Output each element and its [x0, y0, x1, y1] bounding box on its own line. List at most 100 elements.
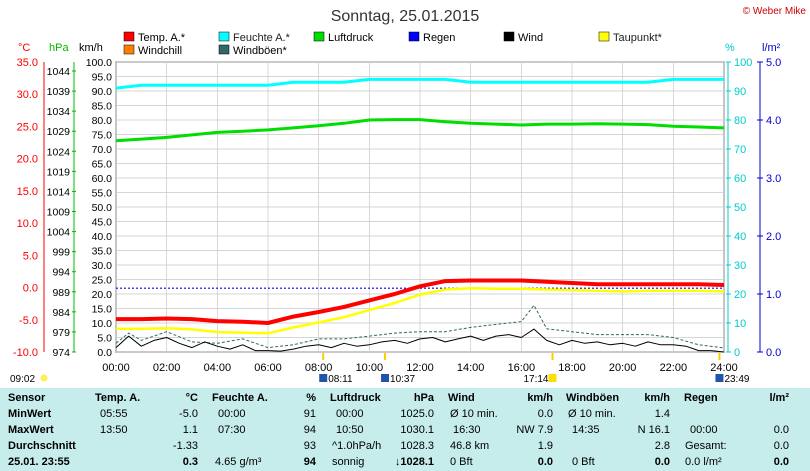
legend-swatch	[598, 31, 610, 42]
kmh-tick: 15.0	[92, 304, 113, 316]
kmh-tick: 60.0	[92, 173, 113, 185]
series-wind	[115, 328, 725, 353]
row-avg-wind: 1.9	[537, 440, 553, 452]
hpa-tick: 1024	[47, 146, 71, 158]
legend-label: Temp. A.*	[138, 32, 186, 44]
legend-label: Taupunkt*	[613, 32, 663, 44]
row-current-forecast: sonnig	[332, 456, 365, 468]
row-min-temp-time: 05:55	[100, 408, 128, 420]
kmh-tick: 35.0	[92, 246, 113, 258]
row-current-gust: 0.0	[654, 456, 670, 468]
row-min-press-time: 00:00	[336, 408, 364, 420]
legend-label: Regen	[423, 32, 455, 44]
hpa-tick: 994	[52, 267, 70, 279]
hdr-press: Luftdruck	[330, 392, 381, 404]
kmh-tick: 25.0	[92, 275, 113, 287]
legend-swatch	[218, 31, 230, 42]
row-min-hum: 91	[303, 408, 316, 420]
row-avg-rain: 0.0	[773, 440, 789, 452]
chart-title: Sonntag, 25.01.2015	[331, 8, 480, 25]
hpa-tick: 1019	[47, 166, 71, 178]
temp-tick: 20.0	[17, 154, 38, 166]
pct-tick: 0	[734, 347, 740, 359]
x-tick: 24:00	[710, 362, 738, 374]
marker-label: 09:02	[10, 374, 35, 385]
x-tick: 08:00	[305, 362, 333, 374]
pct-tick: 20	[734, 289, 746, 301]
row-current-press: ↓1028.1	[394, 456, 434, 468]
pct-tick: 90	[734, 86, 746, 98]
row-avg-wind-distance: 46.8 km	[450, 440, 490, 452]
legend-swatch	[218, 44, 230, 55]
row-current-label: 25.01. 23:55	[8, 456, 70, 468]
hpa-unit: hPa	[49, 42, 69, 54]
legend-label: Feuchte A.*	[233, 32, 291, 44]
row-max-gust-time: 14:35	[572, 424, 600, 436]
legend-label: Luftdruck	[328, 32, 374, 44]
hdr-humid: Feuchte A.	[212, 392, 268, 404]
pct-tick: 10	[734, 318, 746, 330]
legend-label: Windböen*	[233, 45, 288, 57]
hdr-rain: Regen	[684, 392, 718, 404]
temp-tick: 35.0	[17, 57, 38, 69]
kmh-tick: 90.0	[92, 86, 113, 98]
row-avg-hum: 93	[303, 440, 316, 452]
row-max-temp-time: 13:50	[100, 424, 128, 436]
row-max-hum: 94	[303, 424, 316, 436]
rain-tick: 1.0	[766, 289, 781, 301]
credit: © Weber Mike	[743, 6, 807, 17]
temp-tick: 10.0	[17, 218, 38, 230]
row-min-gust-label: Ø 10 min.	[568, 408, 616, 420]
row-max-wind-time: 16:30	[453, 424, 481, 436]
hpa-tick: 974	[52, 347, 70, 359]
temp-tick: 25.0	[17, 121, 38, 133]
marker-label: 17:14	[523, 374, 548, 385]
series-taupunkt	[116, 286, 725, 335]
row-avg-press-trend: ^1.0hPa/h	[332, 440, 382, 452]
hdr-gust-unit: km/h	[644, 392, 670, 404]
rain-tick: 2.0	[766, 231, 781, 243]
row-current-abs-humidity: 4.65 g/m³	[215, 456, 262, 468]
weather-chart: Sonntag, 25.01.2015 © Weber Mike Temp. A.*…	[10, 6, 807, 385]
marker-label: 23:49	[724, 374, 749, 385]
x-tick: 16:00	[508, 362, 536, 374]
kmh-tick: 75.0	[92, 130, 113, 142]
hpa-tick: 989	[52, 287, 70, 299]
row-max-label: MaxWert	[8, 424, 54, 436]
legend-swatch	[408, 31, 420, 42]
row-avg-gust: 2.8	[654, 440, 670, 452]
moon-icon	[381, 374, 390, 382]
x-tick: 14:00	[457, 362, 485, 374]
series-luftdruck	[115, 118, 725, 143]
row-min-wind: 0.0	[537, 408, 553, 420]
rain-unit: l/m²	[762, 42, 781, 54]
hdr-sensor: Sensor	[8, 392, 46, 404]
row-current-rain: 0.0	[773, 456, 789, 468]
row-avg-temp: -1.33	[172, 440, 198, 452]
row-current-temp: 0.3	[182, 456, 198, 468]
x-tick: 10:00	[356, 362, 384, 374]
marker-label: 08:11	[328, 374, 353, 385]
hdr-wind: Wind	[448, 392, 475, 404]
legend-swatch	[503, 31, 515, 42]
row-min-label: MinWert	[8, 408, 52, 420]
pct-tick: 50	[734, 202, 746, 214]
x-tick: 06:00	[254, 362, 282, 374]
pct-tick: 60	[734, 173, 746, 185]
hdr-rain-unit: l/m²	[769, 392, 789, 404]
rain-tick: 3.0	[766, 173, 781, 185]
hpa-tick: 984	[52, 307, 70, 319]
pct-tick: 80	[734, 115, 746, 127]
pct-unit: %	[725, 42, 735, 54]
pct-tick: 30	[734, 260, 746, 272]
pct-tick: 40	[734, 231, 746, 243]
marker-label: 10:37	[390, 374, 415, 385]
rain-tick: 0.0	[766, 347, 781, 359]
kmh-tick: 100.0	[86, 57, 112, 69]
temp-tick: 15.0	[17, 186, 38, 198]
rain-tick: 4.0	[766, 115, 781, 127]
hpa-tick: 1044	[47, 66, 71, 78]
x-tick: 04:00	[204, 362, 232, 374]
row-max-press-time: 10:50	[336, 424, 364, 436]
kmh-tick: 20.0	[92, 289, 113, 301]
